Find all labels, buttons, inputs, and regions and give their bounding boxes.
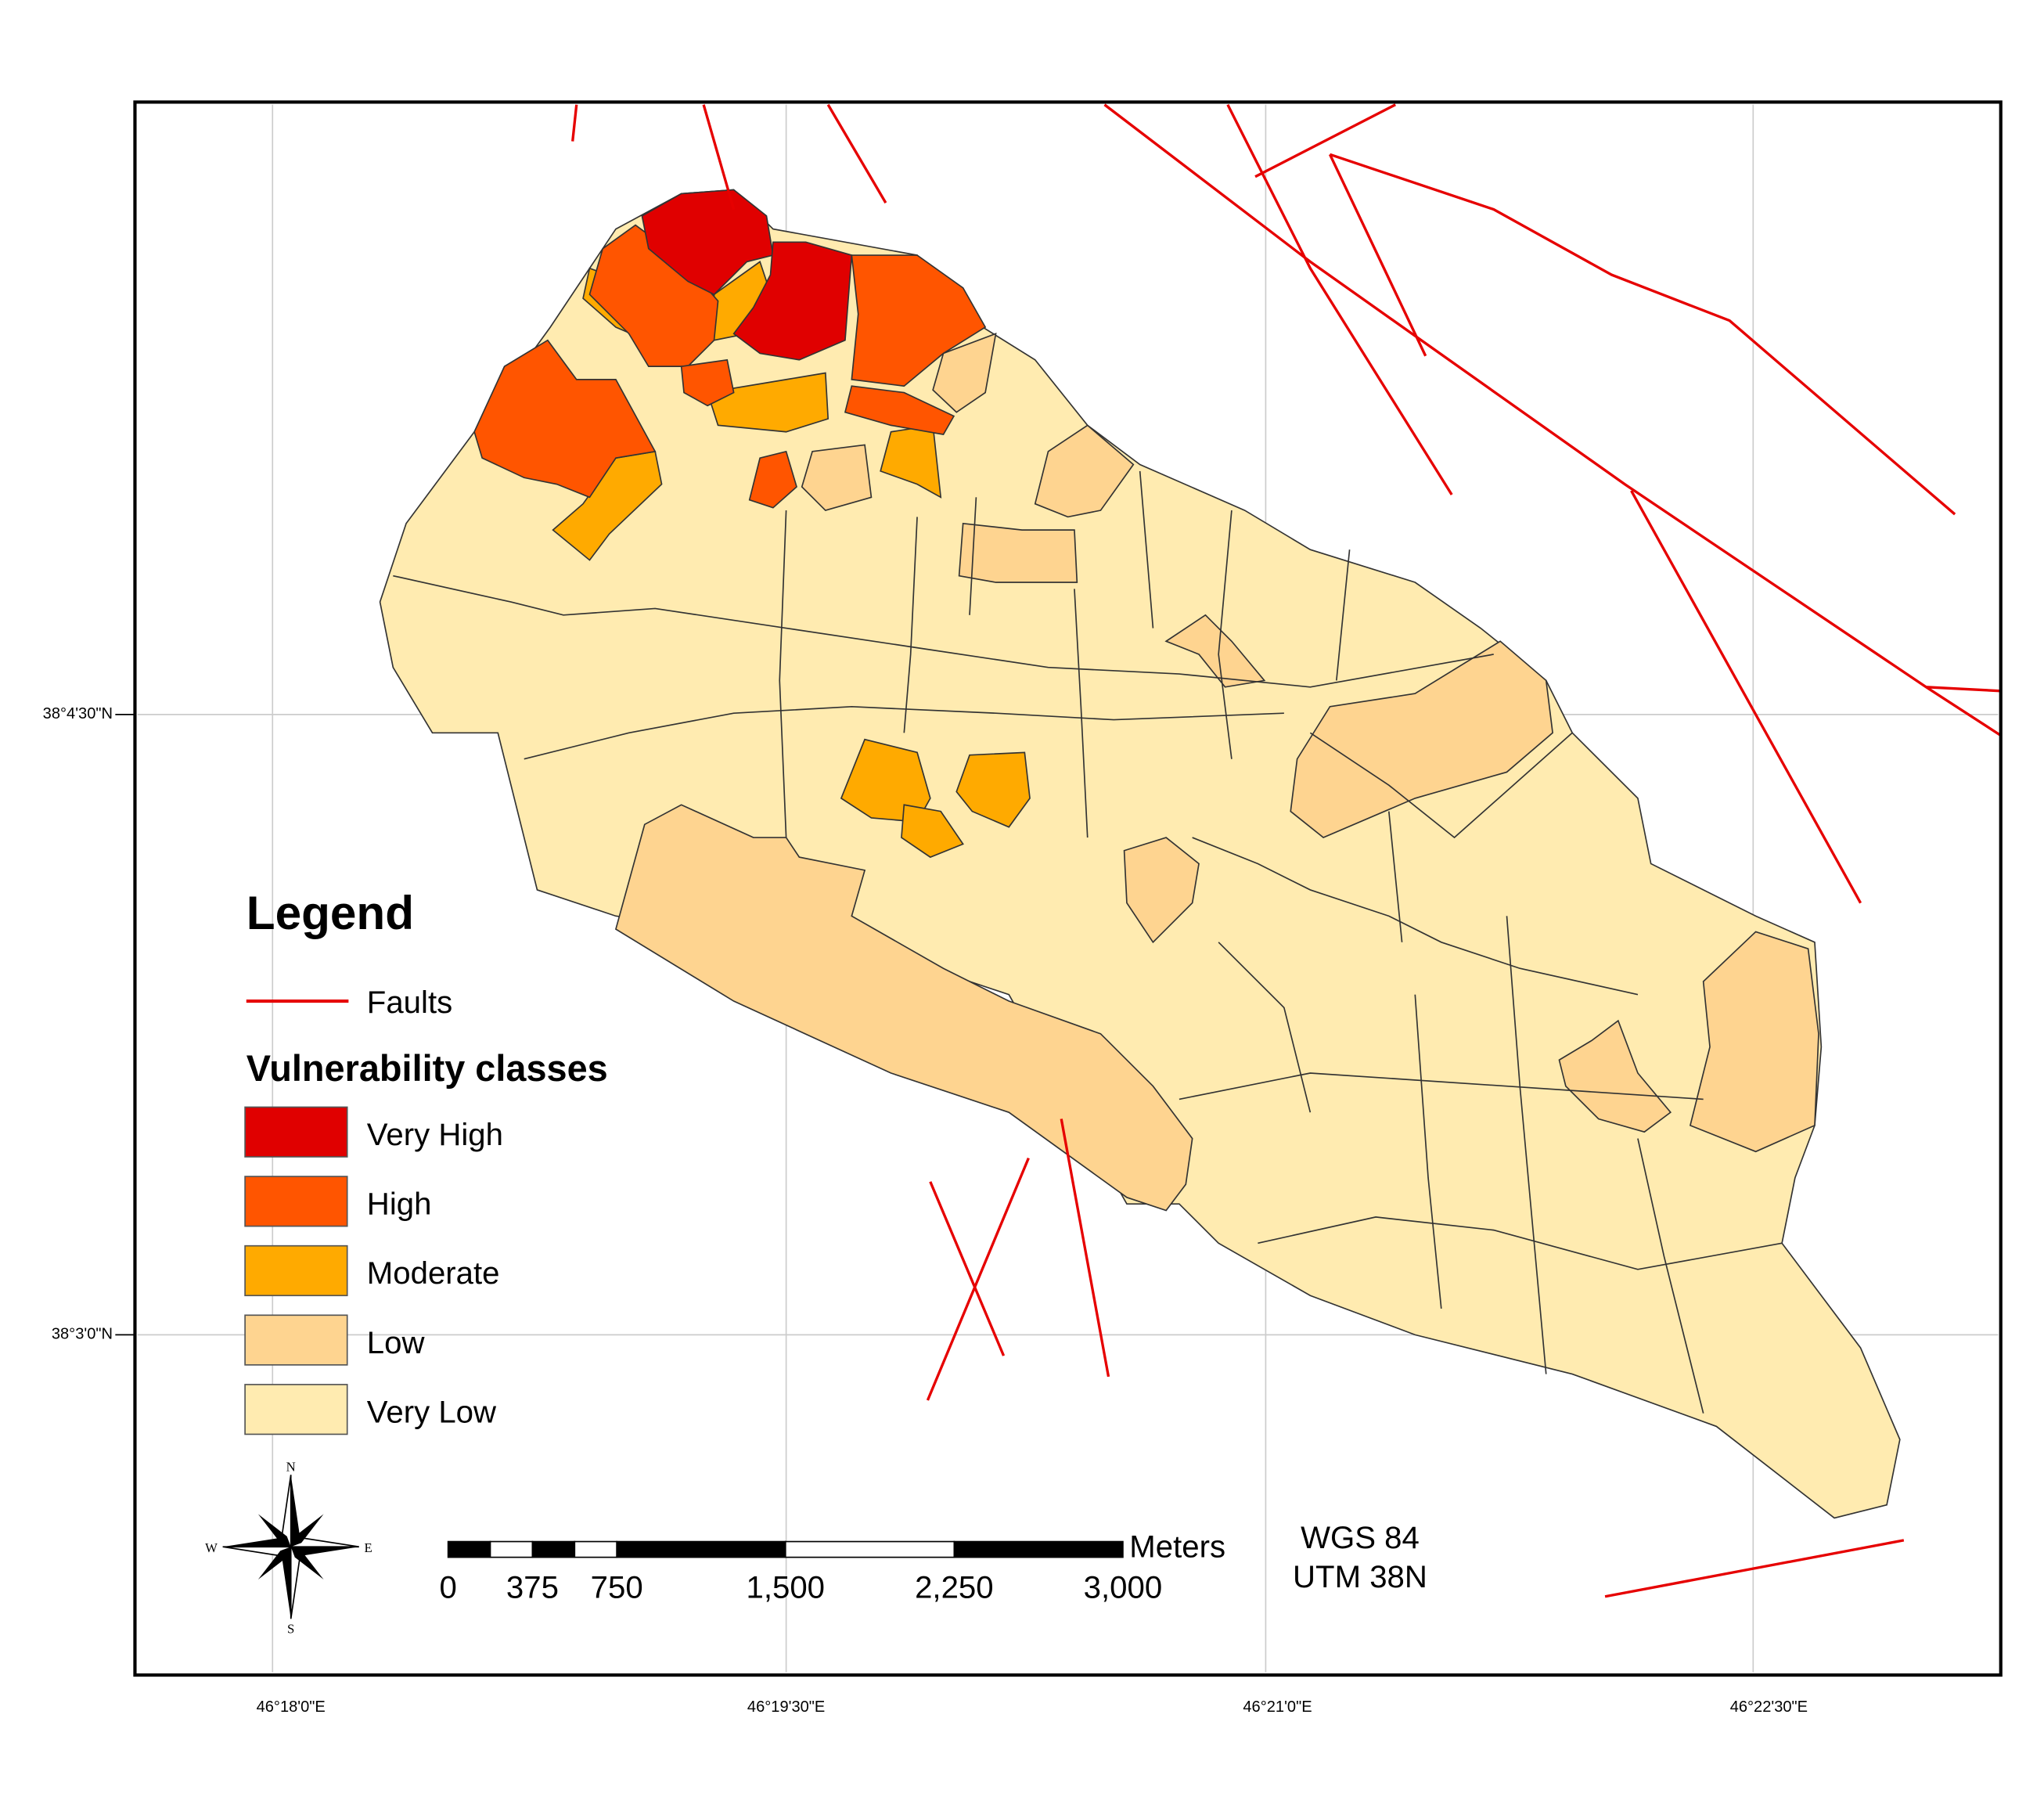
legend-label: Low xyxy=(367,1325,426,1360)
boundary xyxy=(969,470,1573,942)
zone xyxy=(641,189,774,296)
fault xyxy=(1254,103,1396,178)
fault xyxy=(926,1118,1110,1401)
latitude-label: 38°4'30"N xyxy=(43,705,113,722)
legend-label: Moderate xyxy=(367,1255,500,1291)
latitude-label: 38°3'0"N xyxy=(52,1326,113,1343)
fault xyxy=(826,103,887,204)
legend-label: High xyxy=(367,1187,432,1222)
fault xyxy=(1630,490,1862,904)
zone xyxy=(1123,837,1200,944)
fault xyxy=(571,104,578,142)
zones xyxy=(379,189,1901,1519)
zone xyxy=(844,385,955,436)
projection-label: WGS 84 xyxy=(1301,1520,1420,1555)
scale-bar: Meters 0 375 750 1,500 2,250 3,000 xyxy=(439,1529,1225,1605)
scale-segment xyxy=(447,1540,491,1558)
zone xyxy=(851,254,987,387)
arrow-part xyxy=(281,1547,291,1619)
zone xyxy=(955,751,1031,828)
longitude-label: 46°21'0"E xyxy=(1243,1698,1312,1716)
fault xyxy=(702,104,736,210)
scale-unit: Meters xyxy=(1129,1529,1225,1565)
scale-segment xyxy=(489,1540,534,1558)
fault xyxy=(1604,1539,1905,1598)
scale-tick-label: 1,500 xyxy=(747,1569,826,1605)
zone xyxy=(1689,931,1819,1153)
zone xyxy=(932,333,997,413)
legend-swatch xyxy=(244,1314,348,1366)
arrow-part xyxy=(257,1514,291,1547)
scale-tick-label: 750 xyxy=(591,1569,643,1605)
faults xyxy=(571,103,2002,1598)
boundary xyxy=(393,575,1494,688)
zone xyxy=(958,522,1078,583)
zone xyxy=(1164,614,1266,688)
fault xyxy=(1103,103,2002,737)
fault xyxy=(1926,686,2001,693)
fault xyxy=(1226,104,1453,495)
zone xyxy=(614,804,1193,1212)
longitude-label: 46°19'30"E xyxy=(747,1698,825,1716)
boundary xyxy=(1192,837,1639,1374)
projection-label: UTM 38N xyxy=(1293,1559,1427,1594)
zone xyxy=(473,339,657,499)
zone-boundaries xyxy=(393,470,1783,1414)
scale-segment xyxy=(574,1540,618,1558)
legend-title: Legend xyxy=(247,886,414,939)
longitude-label: 46°18'0"E xyxy=(257,1698,326,1716)
coordinate-labels: 38°4'30"N 38°3'0"N 46°18'0"E 46°19'30"E … xyxy=(43,705,1808,1716)
legend-swatch xyxy=(244,1106,348,1158)
legend: Legend Faults Vulnerability classes Very… xyxy=(244,886,608,1435)
zone xyxy=(901,804,964,859)
zone xyxy=(748,450,797,509)
longitude-label: 46°22'30"E xyxy=(1730,1698,1808,1716)
scale-segment xyxy=(616,1540,786,1558)
scale-segment xyxy=(953,1540,1124,1558)
compass-label: E xyxy=(364,1540,372,1555)
zone xyxy=(732,241,853,361)
zone xyxy=(552,450,663,561)
scale-segment xyxy=(784,1540,955,1558)
legend-swatch xyxy=(244,1176,348,1227)
zone xyxy=(707,372,829,433)
legend-label: Very Low xyxy=(367,1394,497,1429)
scale-segment xyxy=(531,1540,576,1558)
arrow-part xyxy=(290,1547,359,1556)
compass-label: N xyxy=(286,1459,296,1474)
boundary xyxy=(1179,1072,1783,1414)
zone xyxy=(1558,1019,1672,1133)
legend-label: Faults xyxy=(367,985,452,1020)
boundary xyxy=(779,510,1351,838)
map-frame xyxy=(133,100,2003,1677)
arrow-part xyxy=(222,1537,291,1547)
zone xyxy=(680,358,735,407)
boundary xyxy=(524,706,1284,760)
compass-label: S xyxy=(287,1622,294,1637)
fault xyxy=(1328,153,1956,516)
zone xyxy=(801,444,873,511)
zone xyxy=(1034,424,1135,518)
north-arrow: N S E W xyxy=(205,1459,372,1636)
compass-label: W xyxy=(205,1540,218,1555)
arrow-part xyxy=(290,1547,324,1580)
arrow-part xyxy=(290,1514,324,1547)
arrow-part xyxy=(290,1475,300,1547)
legend-swatch xyxy=(244,1384,348,1435)
legend-swatch xyxy=(244,1244,348,1297)
scale-tick-label: 375 xyxy=(506,1569,559,1605)
legend-label: Very High xyxy=(367,1117,503,1152)
scale-tick-label: 2,250 xyxy=(915,1569,994,1605)
arrow-part xyxy=(257,1547,291,1580)
scale-tick-label: 3,000 xyxy=(1084,1569,1163,1605)
scale-tick-label: 0 xyxy=(439,1569,456,1605)
legend-subtitle: Vulnerability classes xyxy=(247,1048,608,1089)
